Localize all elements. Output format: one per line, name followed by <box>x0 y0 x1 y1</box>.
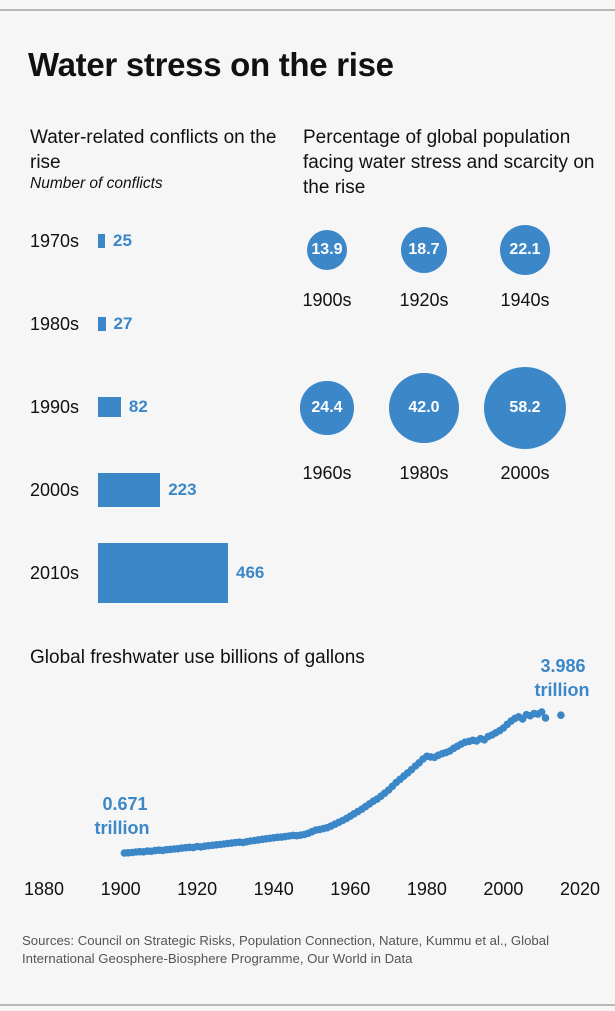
bar-1990s <box>98 397 121 417</box>
x-tick-label: 1940 <box>254 879 294 899</box>
bar-1970s <box>98 234 105 248</box>
bubble-1900s: 13.9 <box>306 229 348 271</box>
bar-value-label: 82 <box>128 397 148 416</box>
bar-category-label: 1980s <box>30 314 80 334</box>
bubble-1940s: 22.1 <box>499 224 551 276</box>
bubble-1980s: 42.0 <box>389 373 459 443</box>
x-tick-label: 1980 <box>407 879 447 899</box>
sources-note: Sources: Council on Strategic Risks, Pop… <box>22 933 550 966</box>
freshwater-heading: Global freshwater use billions of gallon… <box>30 647 365 668</box>
bar-category-label: 2010s <box>30 563 80 583</box>
bar-value-label: 223 <box>168 480 197 499</box>
bottom-rule <box>0 1004 615 1006</box>
bar-category-label: 1970s <box>30 231 80 251</box>
scatter-point <box>537 708 546 716</box>
population-heading: Percentage of global population facing w… <box>303 127 595 198</box>
bar-2010s <box>98 543 228 603</box>
bar-1980s <box>98 317 106 331</box>
bar-category-label: 1990s <box>30 397 80 417</box>
conflicts-unit-note: Number of conflicts <box>30 175 163 192</box>
bubble-2000s: 58.2 <box>484 367 566 449</box>
bubble-category-label: 1920s <box>399 290 449 310</box>
top-rule <box>0 9 615 11</box>
end-annotation-unit: trillion <box>535 680 590 700</box>
freshwater-scatter-chart: 1880 1900 1920 1940 1960 1980 2000 2020 0.671 t… <box>24 656 600 899</box>
start-annotation-unit: trillion <box>95 818 150 838</box>
start-annotation-value: 0.671 <box>102 794 147 814</box>
bubble-category-label: 1900s <box>302 290 352 310</box>
bubble-category-label: 2000s <box>500 463 550 483</box>
scatter-point <box>557 711 565 719</box>
bubble-1920s: 18.7 <box>400 226 448 274</box>
x-tick-label: 2020 <box>560 879 600 899</box>
bubble-category-label: 1980s <box>399 463 449 483</box>
page-title: Water stress on the rise <box>28 46 394 83</box>
bar-value-label: 27 <box>113 314 133 333</box>
x-tick-label: 1920 <box>177 879 217 899</box>
bar-category-label: 2000s <box>30 480 80 500</box>
bar-2000s <box>98 472 161 508</box>
bar-value-label: 466 <box>236 563 265 582</box>
bubble-category-label: 1940s <box>500 290 550 310</box>
scatter-point <box>541 714 550 722</box>
x-tick-label: 1900 <box>101 879 141 899</box>
bubble-1960s: 24.4 <box>300 381 354 435</box>
x-tick-label: 1960 <box>330 879 370 899</box>
bar-value-label: 25 <box>113 231 132 250</box>
x-tick-label: 1880 <box>24 879 64 899</box>
conflicts-heading: Water-related conflicts on the rise <box>30 127 277 173</box>
bubble-category-label: 1960s <box>302 463 352 483</box>
end-annotation-value: 3.986 <box>540 656 585 676</box>
x-tick-label: 2000 <box>483 879 523 899</box>
